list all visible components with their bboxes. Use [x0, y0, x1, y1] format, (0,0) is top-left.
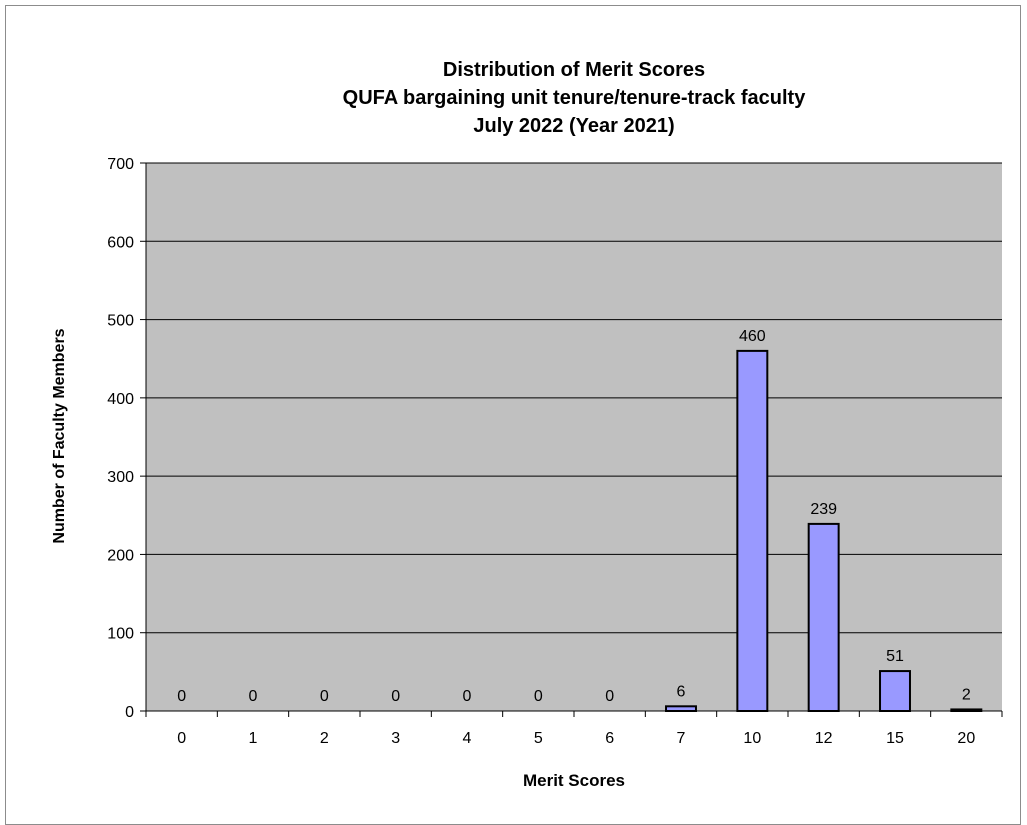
- y-tick-label: 600: [107, 234, 134, 251]
- data-label: 0: [249, 688, 258, 705]
- y-tick-label: 0: [125, 704, 134, 721]
- data-label: 0: [320, 688, 329, 705]
- x-tick-label: 2: [320, 730, 329, 747]
- chart-title-line-3: July 2022 (Year 2021): [473, 115, 675, 137]
- bar: [665, 705, 697, 712]
- x-tick-label: 4: [463, 730, 472, 747]
- x-tick-label: 20: [957, 730, 975, 747]
- y-tick-label: 700: [107, 156, 134, 173]
- bar: [736, 349, 769, 712]
- data-label: 0: [391, 688, 400, 705]
- x-tick-label: 12: [815, 730, 833, 747]
- x-tick-label: 6: [605, 730, 614, 747]
- data-label: 239: [810, 501, 837, 518]
- x-axis-label: Merit Scores: [522, 771, 626, 790]
- y-tick-label: 200: [107, 547, 134, 564]
- x-tick-label: 10: [743, 730, 761, 747]
- x-tick-label: 7: [677, 730, 686, 747]
- data-label: 6: [677, 683, 686, 700]
- chart-title-line-2: QUFA bargaining unit tenure/tenure-track…: [342, 87, 806, 109]
- y-tick-label: 400: [107, 391, 134, 408]
- data-label: 0: [463, 688, 472, 705]
- bar: [879, 670, 911, 712]
- x-tick-label: 15: [886, 730, 904, 747]
- y-tick-label: 500: [107, 313, 134, 330]
- x-tick-label: 5: [534, 730, 543, 747]
- x-tick-label: 3: [391, 730, 400, 747]
- data-label: 0: [534, 688, 543, 705]
- plot-area: [146, 163, 1002, 711]
- data-label: 0: [177, 688, 186, 705]
- x-tick-label: 1: [249, 730, 258, 747]
- data-label: 51: [886, 648, 904, 665]
- bar: [807, 522, 840, 713]
- x-tick-label: 0: [177, 730, 186, 747]
- data-label: 0: [605, 688, 614, 705]
- data-label: 2: [962, 686, 971, 703]
- data-label: 460: [739, 328, 766, 345]
- bar: [950, 708, 983, 712]
- y-tick-label: 300: [107, 469, 134, 486]
- chart-title-line-1: Distribution of Merit Scores: [442, 59, 706, 81]
- y-tick-label: 100: [107, 626, 134, 643]
